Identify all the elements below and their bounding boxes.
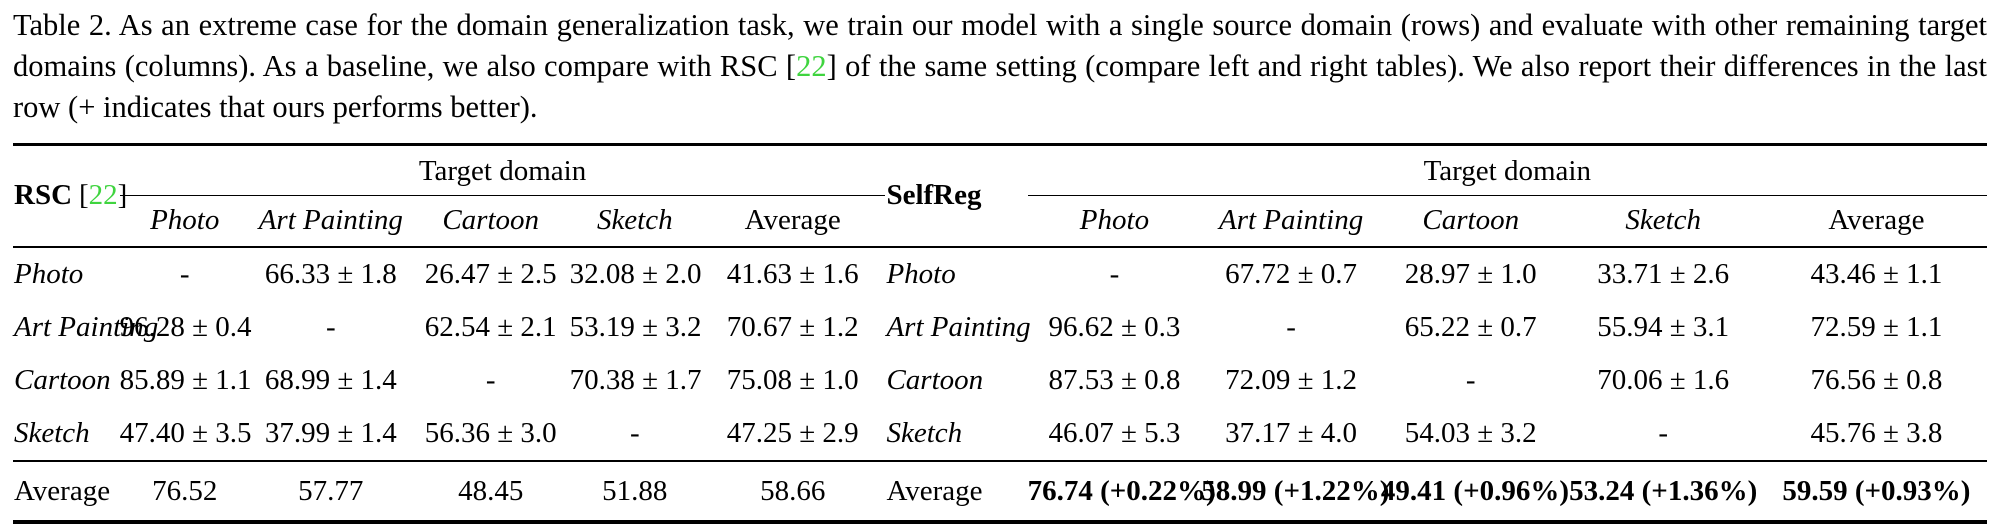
value-cell: - (179, 257, 190, 290)
value-cell: 70.06 ± 1.6 (1597, 363, 1730, 396)
average-value-cell-bold: 53.24 (+1.36%) (1560, 459, 1766, 522)
row-label-average: Average (13, 459, 120, 522)
column-header-left-average: Average (699, 195, 886, 248)
value-cell: 37.17 ± 4.0 (1225, 416, 1358, 449)
value-cell: 47.40 ± 3.5 (119, 416, 252, 449)
table-row-photo: Photo - 66.33 ± 1.8 26.47 ± 2.5 32.08 ± … (13, 247, 1987, 301)
value-cell: 55.94 ± 3.1 (1597, 310, 1730, 343)
average-value-cell: 51.88 (569, 459, 700, 522)
value-cell: 54.03 ± 3.2 (1404, 416, 1537, 449)
average-value-cell-bold: 49.41 (+0.96%) (1380, 459, 1569, 522)
value-cell: - (629, 416, 640, 449)
row-label: Art Painting (14, 310, 159, 343)
value-cell: - (1465, 363, 1476, 396)
column-header-left-sketch: Sketch (569, 195, 700, 248)
citation-bracket-close: ] (117, 179, 128, 212)
value-cell: 70.67 ± 1.2 (726, 310, 859, 343)
average-value-cell-bold: 76.74 (+0.22%) (1027, 459, 1216, 522)
row-label: Photo (14, 257, 84, 290)
value-cell: 67.72 ± 0.7 (1225, 257, 1358, 290)
value-cell: 32.08 ± 2.0 (569, 257, 702, 290)
model-name-selfreg: SelfReg (886, 179, 982, 212)
citation-link-22[interactable]: 22 (796, 49, 827, 84)
value-cell: 66.33 ± 1.8 (264, 257, 397, 290)
value-cell: 65.22 ± 0.7 (1404, 310, 1537, 343)
value-cell: 68.99 ± 1.4 (264, 363, 397, 396)
average-value-cell-bold: 59.59 (+0.93%) (1765, 459, 1987, 522)
model-label-selfreg: SelfReg (885, 144, 1028, 248)
value-cell: 56.36 ± 3.0 (424, 416, 557, 449)
column-header-row: Photo Art Painting Cartoon Sketch Averag… (13, 195, 1987, 248)
row-label: Art Painting (886, 310, 1031, 343)
value-cell: 53.19 ± 3.2 (569, 310, 702, 343)
value-cell: 26.47 ± 2.5 (424, 257, 557, 290)
group-header-row: RSC [22] Target domain SelfReg Target dom… (13, 144, 1987, 248)
value-cell: - (1658, 416, 1669, 449)
target-domain-header-right: Target domain (1027, 144, 1987, 196)
value-cell: 70.38 ± 1.7 (569, 363, 702, 396)
row-label-average: Average (885, 459, 1028, 522)
value-cell: 76.56 ± 0.8 (1810, 363, 1943, 396)
column-header-right-photo: Photo (1027, 195, 1202, 248)
citation-bracket-open: [ (78, 179, 89, 212)
average-value-cell-bold: 58.99 (+1.22%) (1201, 459, 1389, 522)
table-row-sketch: Sketch 47.40 ± 3.5 37.99 ± 1.4 56.36 ± 3… (13, 407, 1987, 461)
column-header-right-average: Average (1765, 195, 1987, 248)
average-value-cell: 58.66 (699, 459, 886, 522)
column-header-left-art-painting: Art Painting (249, 195, 412, 248)
table-row-art-painting: Art Painting 96.28 ± 0.4 - 62.54 ± 2.1 5… (13, 301, 1987, 354)
value-cell: 72.59 ± 1.1 (1810, 310, 1943, 343)
value-cell: 47.25 ± 2.9 (726, 416, 859, 449)
value-cell: 41.63 ± 1.6 (726, 257, 859, 290)
value-cell: 37.99 ± 1.4 (264, 416, 397, 449)
value-cell: 62.54 ± 2.1 (424, 310, 557, 343)
value-cell: 46.07 ± 5.3 (1048, 416, 1181, 449)
row-label: Sketch (14, 416, 90, 449)
value-cell: - (1286, 310, 1296, 343)
value-cell: 33.71 ± 2.6 (1597, 257, 1730, 290)
value-cell: 43.46 ± 1.1 (1810, 257, 1943, 290)
row-label: Photo (886, 257, 956, 290)
model-label-rsc: RSC [22] (13, 144, 127, 248)
caption-text-2: ] of the same setting (compare left and … (13, 49, 1988, 125)
value-cell: 72.09 ± 1.2 (1225, 363, 1358, 396)
row-label: Cartoon (14, 363, 111, 396)
value-cell: 85.89 ± 1.1 (119, 363, 252, 396)
target-domain-header-left: Target domain (119, 144, 886, 196)
value-cell: - (1109, 257, 1120, 290)
caption-text-1: Table 2. As an extreme case for the doma… (13, 8, 1987, 84)
results-table: RSC [22] Target domain SelfReg Target dom… (13, 142, 1987, 524)
table-caption: Table 2. As an extreme case for the doma… (13, 5, 1987, 129)
value-cell: 87.53 ± 0.8 (1048, 363, 1181, 396)
model-name-rsc: RSC (14, 179, 73, 212)
citation-link-22[interactable]: 22 (88, 179, 118, 212)
table-row-cartoon: Cartoon 85.89 ± 1.1 68.99 ± 1.4 - 70.38 … (13, 354, 1987, 407)
column-header-left-photo: Photo (119, 195, 250, 248)
column-header-right-cartoon: Cartoon (1380, 195, 1561, 248)
average-row: Average 76.52 57.77 48.45 51.88 58.66 Av… (13, 459, 1987, 522)
column-header-right-sketch: Sketch (1560, 195, 1766, 248)
average-value-cell: 76.52 (119, 459, 250, 522)
column-header-left-cartoon: Cartoon (411, 195, 570, 248)
row-label: Sketch (886, 416, 963, 449)
average-value-cell: 48.45 (411, 459, 570, 522)
value-cell: - (485, 363, 496, 396)
value-cell: 96.28 ± 0.4 (119, 310, 252, 343)
value-cell: 28.97 ± 1.0 (1404, 257, 1537, 290)
value-cell: - (325, 310, 336, 343)
column-header-right-art-painting: Art Painting (1201, 195, 1381, 248)
row-label: Cartoon (886, 363, 984, 396)
value-cell: 45.76 ± 3.8 (1810, 416, 1943, 449)
average-value-cell: 57.77 (249, 459, 412, 522)
value-cell: 75.08 ± 1.0 (726, 363, 859, 396)
value-cell: 96.62 ± 0.3 (1048, 310, 1181, 343)
